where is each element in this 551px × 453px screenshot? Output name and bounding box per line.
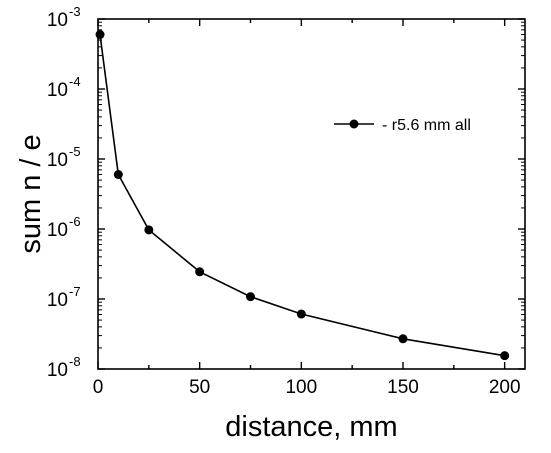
legend-marker — [349, 119, 359, 129]
data-point — [246, 292, 255, 302]
data-point — [500, 351, 510, 361]
y-tick-label-exponent: -6 — [69, 214, 81, 229]
series-layer — [95, 30, 510, 361]
x-tick-label: 50 — [189, 377, 210, 398]
data-point — [95, 30, 105, 40]
series-line — [99, 34, 505, 357]
x-tick-label: 100 — [285, 377, 317, 398]
legend: - r5.6 mm all — [334, 117, 471, 134]
x-axis-label: distance, mm — [225, 411, 397, 443]
data-point — [296, 309, 306, 319]
y-tick-label-base: 10 — [47, 220, 68, 241]
y-tick-label-exponent: -3 — [69, 4, 81, 19]
x-tick-label: 150 — [387, 377, 419, 398]
y-tick-label-exponent: -5 — [69, 144, 81, 159]
y-axis-label: sum n / e — [15, 134, 47, 253]
data-point — [195, 267, 205, 277]
y-tick-label-base: 10 — [47, 290, 68, 311]
x-tick-label: 0 — [93, 377, 104, 398]
data-point — [398, 334, 408, 344]
x-tick-label: 200 — [489, 377, 521, 398]
y-tick-label-exponent: -4 — [69, 74, 81, 89]
y-tick-label-base: 10 — [47, 360, 68, 381]
plot-frame — [97, 18, 526, 370]
data-point — [144, 225, 154, 235]
y-tick-label-base: 10 — [47, 10, 68, 31]
y-tick-label-exponent: -7 — [69, 284, 81, 299]
y-tick-label-base: 10 — [47, 80, 68, 101]
legend-label: - r5.6 mm all — [382, 117, 471, 134]
y-tick-label-base: 10 — [47, 150, 68, 171]
y-tick-label-exponent: -8 — [69, 354, 81, 369]
data-point — [113, 170, 123, 180]
